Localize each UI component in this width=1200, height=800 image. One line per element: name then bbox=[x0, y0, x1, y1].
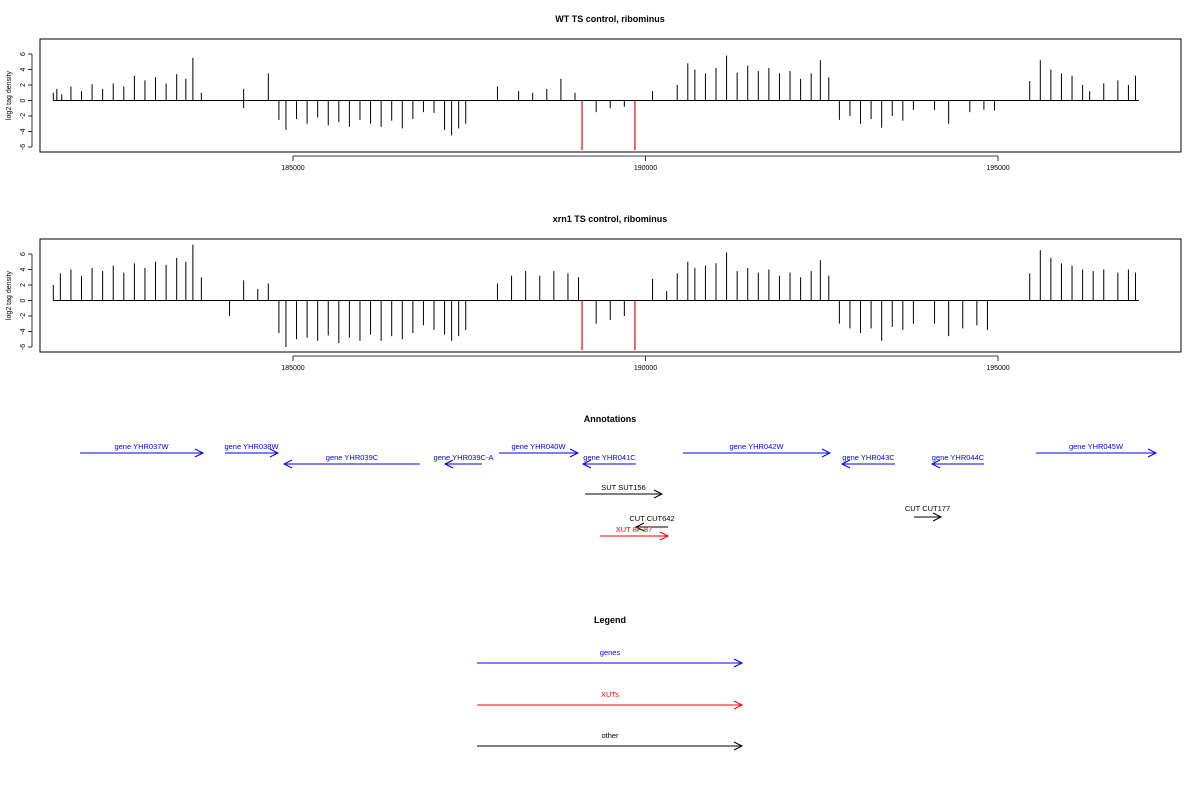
arrow-head bbox=[659, 531, 670, 541]
x-tick-label: 190000 bbox=[634, 165, 657, 172]
x-tick-label: 195000 bbox=[986, 165, 1009, 172]
arrow-head bbox=[653, 489, 664, 499]
feature-arrow: XUT 8F-87 bbox=[600, 525, 670, 541]
y-tick-label: 0 bbox=[20, 98, 27, 102]
feature-arrow: gene YHR042W bbox=[683, 442, 832, 458]
arrow-head bbox=[733, 658, 744, 668]
feature-label: SUT SUT156 bbox=[601, 483, 645, 492]
feature-label: CUT CUT177 bbox=[905, 504, 950, 513]
y-axis-label: log2 tag density bbox=[6, 70, 13, 120]
feature-arrow: CUT CUT177 bbox=[905, 504, 950, 522]
y-tick-label: 6 bbox=[20, 52, 27, 56]
y-tick-label: -2 bbox=[20, 313, 27, 319]
feature-arrow: CUT CUT642 bbox=[629, 514, 675, 532]
x-tick-label: 185000 bbox=[281, 365, 304, 372]
arrow-head bbox=[733, 741, 744, 751]
legend-label: other bbox=[601, 731, 619, 740]
feature-arrow: gene YHR041C bbox=[581, 453, 636, 469]
y-axis-label: log2 tag density bbox=[6, 270, 13, 320]
track-panel-2: xrn1 TS control, ribominus -6 -4 -2 0 2 4 6 log2… bbox=[6, 214, 1182, 372]
feature-arrow: gene YHR040W bbox=[499, 442, 580, 458]
feature-label: gene YHR039C bbox=[326, 453, 379, 462]
arrow-head bbox=[269, 448, 280, 458]
y-tick-label: 4 bbox=[20, 67, 27, 71]
arrow-head bbox=[569, 448, 580, 458]
arrow-head bbox=[634, 522, 645, 532]
annotations-panel: Annotations gene YHR037W gene YHR038W gene … bbox=[80, 414, 1158, 541]
arrow-head bbox=[282, 459, 293, 469]
y-tick-label: -4 bbox=[20, 328, 27, 334]
feature-label: gene YHR041C bbox=[583, 453, 636, 462]
feature-label: gene YHR038W bbox=[224, 442, 279, 451]
arrow-head bbox=[1147, 448, 1158, 458]
feature-label: XUT 8F-87 bbox=[616, 525, 653, 534]
legend-title: Legend bbox=[594, 615, 626, 625]
panel-title: xrn1 TS control, ribominus bbox=[553, 214, 668, 224]
arrow-head bbox=[821, 448, 832, 458]
y-tick-label: 2 bbox=[20, 83, 27, 87]
feature-label: gene YHR043C bbox=[842, 453, 895, 462]
legend-item: other bbox=[477, 731, 744, 751]
legend-panel: Legend genes XUTs other bbox=[477, 615, 744, 751]
y-tick-label: 2 bbox=[20, 283, 27, 287]
feature-arrow: gene YHR039C-A bbox=[434, 453, 494, 469]
annotations-title: Annotations bbox=[584, 414, 637, 424]
x-tick-label: 185000 bbox=[281, 165, 304, 172]
legend-label: genes bbox=[600, 648, 621, 657]
feature-arrow: gene YHR044C bbox=[930, 453, 985, 469]
feature-arrow: SUT SUT156 bbox=[585, 483, 664, 499]
feature-label: gene YHR042W bbox=[729, 442, 784, 451]
x-tick-label: 190000 bbox=[634, 365, 657, 372]
y-tick-label: 0 bbox=[20, 298, 27, 302]
y-tick-label: -6 bbox=[20, 344, 27, 350]
arrow-head bbox=[840, 459, 851, 469]
feature-label: gene YHR037W bbox=[114, 442, 169, 451]
legend-item: XUTs bbox=[477, 690, 744, 710]
feature-label: gene YHR040W bbox=[511, 442, 566, 451]
arrow-head bbox=[932, 512, 943, 522]
arrow-head bbox=[930, 459, 941, 469]
feature-arrow: gene YHR037W bbox=[80, 442, 205, 458]
legend-label: XUTs bbox=[601, 690, 619, 699]
panel-title: WT TS control, ribominus bbox=[555, 14, 665, 24]
arrow-head bbox=[194, 448, 205, 458]
arrow-head bbox=[443, 459, 454, 469]
feature-label: gene YHR039C-A bbox=[434, 453, 494, 462]
legend-item: genes bbox=[477, 648, 744, 668]
track-panel-1: WT TS control, ribominus -6 -4 -2 0 2 4 6 log2 t… bbox=[6, 14, 1182, 172]
feature-label: gene YHR045W bbox=[1069, 442, 1124, 451]
y-tick-label: 4 bbox=[20, 267, 27, 271]
feature-label: gene YHR044C bbox=[932, 453, 985, 462]
arrow-head bbox=[733, 700, 744, 710]
feature-arrow: gene YHR045W bbox=[1036, 442, 1158, 458]
x-tick-label: 195000 bbox=[986, 365, 1009, 372]
feature-arrow: gene YHR043C bbox=[840, 453, 895, 469]
arrow-head bbox=[581, 459, 592, 469]
y-tick-label: -4 bbox=[20, 128, 27, 134]
feature-arrow: gene YHR039C bbox=[282, 453, 420, 469]
feature-arrow: gene YHR038W bbox=[224, 442, 280, 458]
y-tick-label: 6 bbox=[20, 252, 27, 256]
y-tick-label: -6 bbox=[20, 144, 27, 150]
feature-label: CUT CUT642 bbox=[629, 514, 674, 523]
plot-frame bbox=[39, 238, 1182, 353]
y-tick-label: -2 bbox=[20, 113, 27, 119]
plot-frame bbox=[39, 38, 1182, 153]
